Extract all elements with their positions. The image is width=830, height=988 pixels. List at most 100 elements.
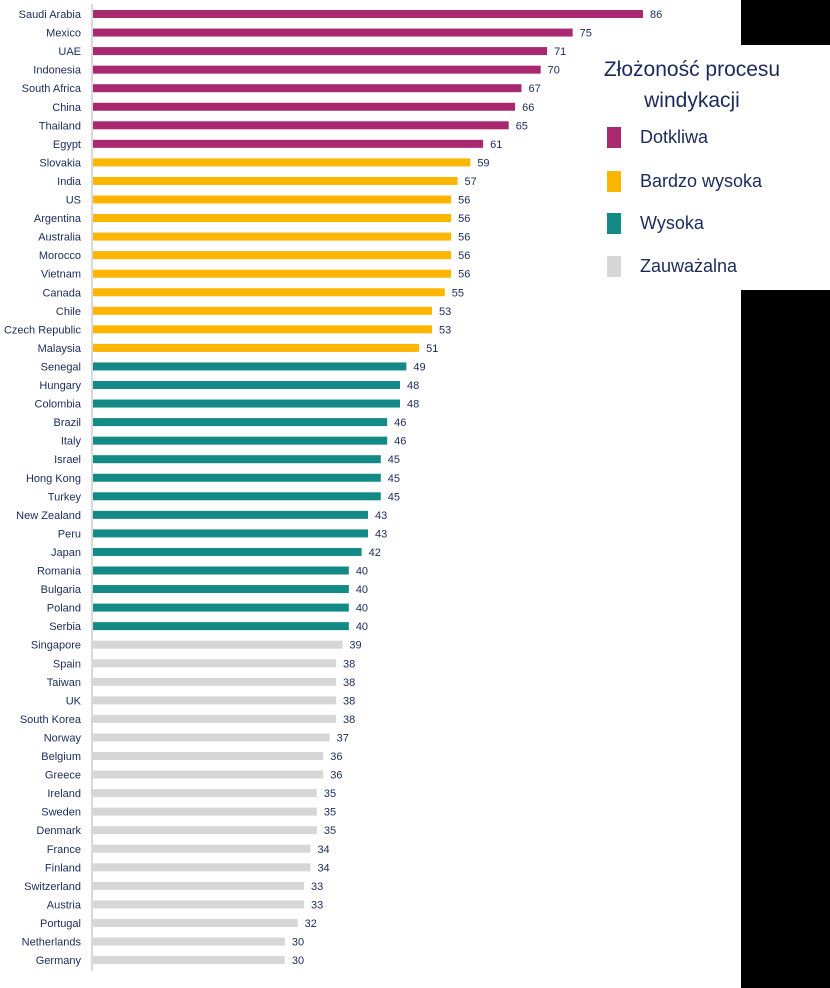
category-label-sweden: Sweden xyxy=(41,807,81,819)
category-label-chile: Chile xyxy=(56,306,81,318)
value-label-netherlands: 30 xyxy=(292,937,304,949)
bar-singapore xyxy=(93,640,343,649)
bar-malaysia xyxy=(93,343,420,352)
legend-label-bardzo-wysoka: Bardzo wysoka xyxy=(640,171,763,191)
bar-switzerland xyxy=(93,881,305,890)
value-label-egypt: 61 xyxy=(490,139,502,151)
value-label-australia: 56 xyxy=(458,232,470,244)
bars-layer xyxy=(93,10,643,965)
category-label-mexico: Mexico xyxy=(46,28,81,40)
bar-japan xyxy=(93,547,362,556)
bar-south-africa xyxy=(93,84,522,93)
bar-sweden xyxy=(93,807,317,816)
bar-greece xyxy=(93,770,324,779)
category-label-brazil: Brazil xyxy=(53,417,81,429)
category-label-japan: Japan xyxy=(51,547,81,559)
value-label-canada: 55 xyxy=(452,287,464,299)
category-label-greece: Greece xyxy=(45,770,81,782)
bar-brazil xyxy=(93,418,388,427)
bar-poland xyxy=(93,603,349,612)
value-label-switzerland: 33 xyxy=(311,881,323,893)
bar-slovakia xyxy=(93,158,471,167)
value-label-vietnam: 56 xyxy=(458,269,470,281)
bar-peru xyxy=(93,529,368,538)
category-label-indonesia: Indonesia xyxy=(33,65,82,77)
value-label-argentina: 56 xyxy=(458,213,470,225)
value-label-greece: 36 xyxy=(330,770,342,782)
bar-hungary xyxy=(93,381,400,389)
bar-mexico xyxy=(93,28,573,37)
value-label-hong-kong: 45 xyxy=(388,473,400,485)
category-label-hungary: Hungary xyxy=(39,380,81,392)
black-region-right xyxy=(741,290,830,988)
value-label-taiwan: 38 xyxy=(343,677,355,689)
value-label-china: 66 xyxy=(522,102,534,114)
bar-netherlands xyxy=(93,937,285,946)
bar-italy xyxy=(93,436,388,445)
bar-denmark xyxy=(93,826,317,835)
value-label-india: 57 xyxy=(465,176,477,188)
value-label-us: 56 xyxy=(458,195,470,207)
bar-uk xyxy=(93,696,337,705)
value-label-malaysia: 51 xyxy=(426,343,438,355)
bar-hong-kong xyxy=(93,473,381,482)
value-label-colombia: 48 xyxy=(407,399,419,411)
category-label-romania: Romania xyxy=(37,566,82,578)
value-labels-layer: 8675717067666561595756565656565553535149… xyxy=(292,9,662,967)
value-label-finland: 34 xyxy=(317,862,329,874)
category-label-canada: Canada xyxy=(42,287,81,299)
value-label-ireland: 35 xyxy=(324,788,336,800)
value-label-poland: 40 xyxy=(356,603,368,615)
legend-title: Złożoność procesu windykacji xyxy=(603,58,781,112)
value-label-saudi-arabia: 86 xyxy=(650,9,662,21)
category-label-australia: Australia xyxy=(38,232,82,244)
value-label-turkey: 45 xyxy=(388,491,400,503)
value-label-bulgaria: 40 xyxy=(356,584,368,596)
bar-austria xyxy=(93,900,305,909)
bar-czech-republic xyxy=(93,325,432,334)
legend-swatch-bardzo-wysoka xyxy=(607,171,621,192)
bar-spain xyxy=(93,659,337,668)
bar-turkey xyxy=(93,492,381,501)
bar-belgium xyxy=(93,752,324,760)
category-label-serbia: Serbia xyxy=(49,621,82,633)
bar-senegal xyxy=(93,362,407,371)
category-label-finland: Finland xyxy=(45,862,81,874)
value-label-denmark: 35 xyxy=(324,825,336,837)
bar-vietnam xyxy=(93,269,452,278)
value-label-spain: 38 xyxy=(343,658,355,670)
value-label-hungary: 48 xyxy=(407,380,419,392)
value-label-mexico: 75 xyxy=(580,28,592,40)
bar-egypt xyxy=(93,139,484,148)
category-label-france: France xyxy=(47,844,81,856)
black-region-top xyxy=(741,0,830,45)
value-label-new-zealand: 43 xyxy=(375,510,387,522)
category-label-malaysia: Malaysia xyxy=(38,343,82,355)
value-label-norway: 37 xyxy=(337,732,349,744)
value-label-slovakia: 59 xyxy=(477,157,489,169)
category-label-italy: Italy xyxy=(61,436,82,448)
category-label-singapore: Singapore xyxy=(31,640,81,652)
bar-portugal xyxy=(93,918,298,927)
value-label-chile: 53 xyxy=(439,306,451,318)
bar-colombia xyxy=(93,399,400,408)
bar-uae xyxy=(93,47,548,56)
value-label-morocco: 56 xyxy=(458,250,470,262)
bar-indonesia xyxy=(93,65,541,74)
bar-finland xyxy=(93,863,311,872)
category-label-denmark: Denmark xyxy=(36,825,81,837)
bar-chile xyxy=(93,306,432,315)
category-label-germany: Germany xyxy=(36,955,82,967)
category-label-hong-kong: Hong Kong xyxy=(26,473,81,485)
category-label-czech-republic: Czech Republic xyxy=(4,324,82,336)
bar-serbia xyxy=(93,622,349,631)
category-label-ireland: Ireland xyxy=(47,788,81,800)
bar-romania xyxy=(93,566,349,575)
chart-legend: Złożoność procesu windykacji Dotkliwa Ba… xyxy=(598,50,826,286)
bar-bulgaria xyxy=(93,585,349,594)
value-label-belgium: 36 xyxy=(330,751,342,763)
category-label-south-africa: South Africa xyxy=(22,83,82,95)
bar-israel xyxy=(93,455,381,464)
